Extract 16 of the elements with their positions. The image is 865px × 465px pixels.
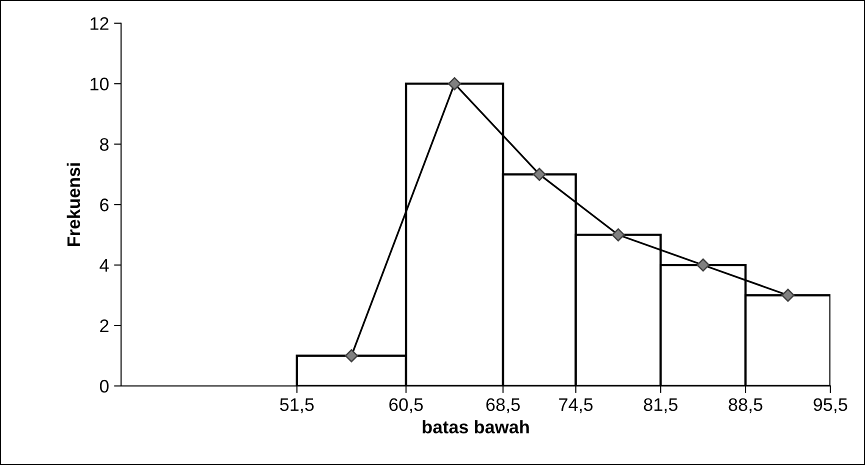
x-tick-label: 51,5 bbox=[280, 398, 314, 414]
y-tick-label: 0 bbox=[100, 380, 109, 393]
x-axis-title: batas bawah bbox=[422, 420, 529, 434]
x-tick-label: 68,5 bbox=[486, 398, 520, 414]
y-tick-label: 10 bbox=[90, 78, 109, 90]
y-axis-title: Frekuensi bbox=[66, 163, 80, 246]
x-tick-label: 74,5 bbox=[559, 398, 593, 414]
y-tick-label: 6 bbox=[100, 198, 108, 212]
x-tick-label: 88,5 bbox=[728, 398, 762, 414]
x-tick-label: 95,5 bbox=[814, 398, 848, 414]
y-tick-label: 12 bbox=[90, 17, 108, 30]
x-tick-label: 60,5 bbox=[389, 398, 423, 414]
x-tick-label: 81,5 bbox=[644, 398, 678, 414]
y-tick-label: 8 bbox=[100, 138, 109, 151]
y-tick-label: 4 bbox=[100, 259, 109, 272]
y-tick-label: 2 bbox=[100, 319, 108, 332]
